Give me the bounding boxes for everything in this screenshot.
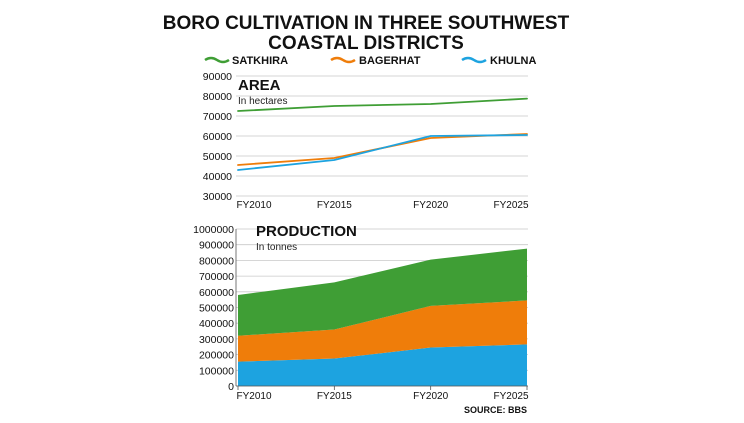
production-chart-subtitle: In tonnes <box>256 242 297 253</box>
title-line-2: COASTAL DISTRICTS <box>268 33 464 54</box>
source-note: SOURCE: BBS <box>464 405 527 415</box>
production-y-tick-label: 100000 <box>199 365 234 377</box>
legend-satkhira-label: SATKHIRA <box>232 55 288 67</box>
production-x-tick-label: FY2015 <box>317 391 352 402</box>
legend-khulna-label: KHULNA <box>490 55 536 67</box>
area-y-tick-label: 30000 <box>203 191 232 203</box>
area-line-khulna <box>237 134 528 171</box>
production-y-tick-label: 1000000 <box>193 224 234 236</box>
legend: SATKHIRA BAGERHAT KHULNA <box>204 55 536 67</box>
production-x-tick-label: FY2020 <box>413 391 448 402</box>
legend-bagerhat-swatch <box>330 56 356 64</box>
production-y-tick-label: 900000 <box>199 240 234 252</box>
production-area-satkhira <box>238 248 527 336</box>
area-x-tick-label: FY2025 <box>493 200 528 211</box>
production-y-tick-label: 400000 <box>199 318 234 330</box>
production-chart-title: PRODUCTION <box>256 223 357 240</box>
area-y-tick-label: 60000 <box>203 131 232 143</box>
legend-khulna-swatch <box>461 56 487 64</box>
production-y-tick-label: 600000 <box>199 287 234 299</box>
legend-bagerhat-label: BAGERHAT <box>359 55 421 67</box>
production-y-tick-label: 700000 <box>199 271 234 283</box>
production-y-tick-label: 500000 <box>199 303 234 315</box>
area-line-satkhira <box>237 97 528 112</box>
area-x-tick-label: FY2010 <box>236 200 271 211</box>
production-chart: 1000000900000800000700000600000500000400… <box>193 224 529 402</box>
area-chart: 90000 80000 70000 60000 50000 40000 30000 FY201… <box>203 71 529 211</box>
area-x-tick-label: FY2015 <box>317 200 352 211</box>
area-y-tick-label: 90000 <box>203 71 232 83</box>
area-chart-subtitle: In hectares <box>238 96 287 107</box>
production-area-bagerhat <box>238 300 527 362</box>
production-y-tick-label: 300000 <box>199 334 234 346</box>
area-y-tick-label: 80000 <box>203 91 232 103</box>
area-x-tick-label: FY2020 <box>413 200 448 211</box>
area-y-tick-label: 40000 <box>203 171 232 183</box>
production-area-khulna <box>238 344 527 386</box>
title-line-1: BORO CULTIVATION IN THREE SOUTHWEST <box>163 13 570 34</box>
area-chart-title: AREA <box>238 77 281 94</box>
area-y-tick-label: 70000 <box>203 111 232 123</box>
area-line-bagerhat <box>237 133 528 166</box>
production-y-tick-label: 800000 <box>199 255 234 267</box>
production-x-tick-label: FY2025 <box>493 391 528 402</box>
production-y-tick-label: 200000 <box>199 350 234 362</box>
production-x-tick-label: FY2010 <box>236 391 271 402</box>
legend-satkhira-swatch <box>204 56 230 64</box>
production-y-tick-label: 0 <box>228 381 234 393</box>
area-y-tick-label: 50000 <box>203 151 232 163</box>
